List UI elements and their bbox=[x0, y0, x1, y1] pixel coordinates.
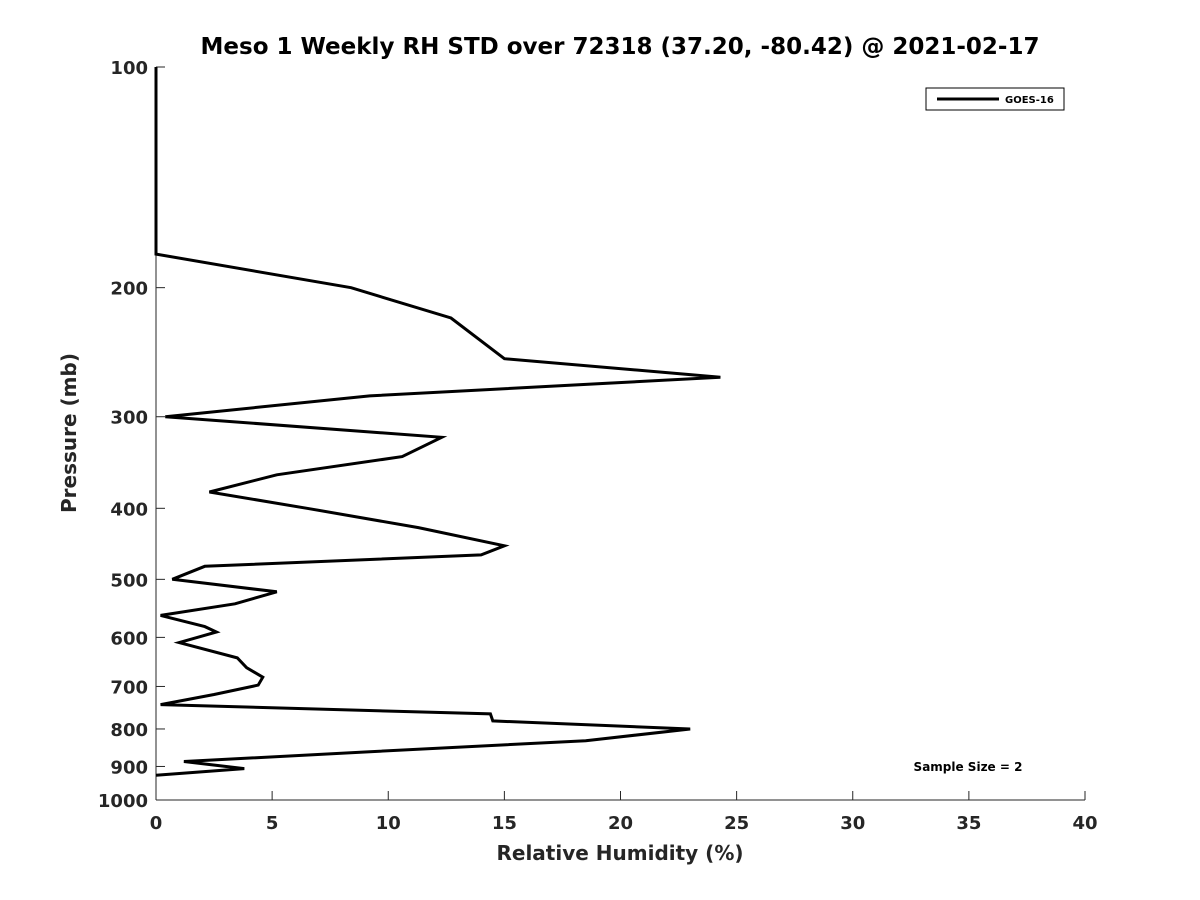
legend: GOES-16 bbox=[925, 87, 1065, 111]
y-tick-label: 100 bbox=[110, 58, 148, 79]
x-tick-label: 0 bbox=[150, 813, 163, 834]
y-tick-label: 700 bbox=[110, 677, 148, 698]
y-axis-ticks: 100 200 300 400 500 600 700 800 900 1000 bbox=[98, 58, 165, 812]
series-line-goes-16 bbox=[154, 67, 721, 777]
series-layer bbox=[154, 67, 721, 777]
x-tick-label: 20 bbox=[608, 813, 633, 834]
legend-entry-goes-16: GOES-16 bbox=[1005, 95, 1054, 106]
x-tick-label: 5 bbox=[266, 813, 279, 834]
y-tick-label: 1000 bbox=[98, 791, 148, 812]
x-tick-label: 10 bbox=[376, 813, 401, 834]
x-tick-label: 15 bbox=[492, 813, 517, 834]
y-axis-label: Pressure (mb) bbox=[57, 353, 81, 513]
y-tick-label: 900 bbox=[110, 757, 148, 778]
x-axis-ticks: 0 5 10 15 20 25 30 35 40 bbox=[150, 791, 1098, 834]
x-tick-label: 30 bbox=[840, 813, 865, 834]
x-tick-label: 35 bbox=[956, 813, 981, 834]
x-tick-label: 40 bbox=[1072, 813, 1097, 834]
x-axis-label: Relative Humidity (%) bbox=[496, 841, 743, 865]
sample-size-annotation: Sample Size = 2 bbox=[914, 760, 1023, 774]
y-tick-label: 600 bbox=[110, 628, 148, 649]
y-tick-label: 800 bbox=[110, 720, 148, 741]
plot-area bbox=[156, 67, 1085, 800]
y-tick-label: 200 bbox=[110, 279, 148, 300]
x-tick-label: 25 bbox=[724, 813, 749, 834]
y-tick-label: 300 bbox=[110, 408, 148, 429]
y-tick-label: 400 bbox=[110, 499, 148, 520]
chart-title: Meso 1 Weekly RH STD over 72318 (37.20, … bbox=[201, 34, 1040, 60]
y-tick-label: 500 bbox=[110, 570, 148, 591]
